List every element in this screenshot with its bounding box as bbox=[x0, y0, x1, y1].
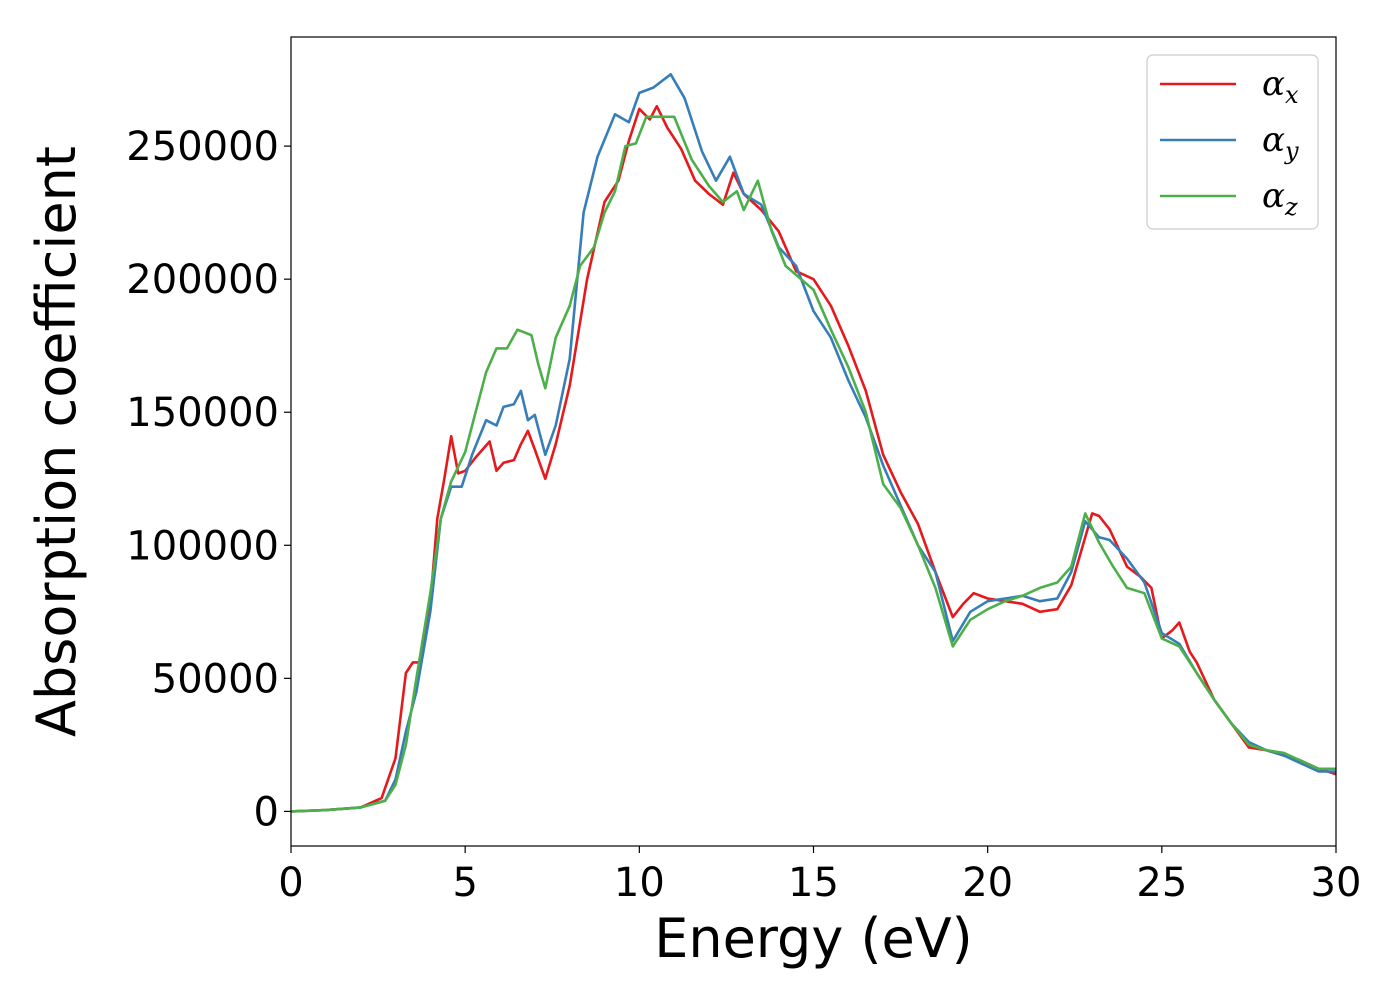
x-axis: 0 5 10 15 20 25 30 bbox=[278, 846, 1361, 906]
plot-lines bbox=[290, 73, 1337, 813]
y-tick-label: 250000 bbox=[126, 124, 279, 170]
legend-frame bbox=[1146, 54, 1319, 230]
x-tick-label: 0 bbox=[278, 860, 303, 906]
x-tick-label: 25 bbox=[1136, 860, 1187, 906]
y-tick-label: 200000 bbox=[126, 257, 279, 303]
y-tick-label: 150000 bbox=[126, 390, 279, 436]
y-tick-label: 100000 bbox=[126, 523, 279, 569]
series-line-z bbox=[290, 115, 1336, 813]
series-line-y bbox=[290, 73, 1336, 813]
series-line-x bbox=[290, 104, 1337, 813]
x-tick-label: 10 bbox=[614, 860, 665, 906]
y-tick-label: 0 bbox=[254, 789, 279, 835]
x-tick-label: 15 bbox=[788, 860, 839, 906]
x-tick-label: 20 bbox=[962, 860, 1013, 906]
y-axis: 0 50000 100000 150000 200000 250000 bbox=[126, 124, 291, 835]
y-tick-label: 50000 bbox=[152, 656, 279, 702]
x-tick-label: 30 bbox=[1311, 860, 1362, 906]
x-tick-label: 5 bbox=[452, 860, 477, 906]
x-axis-title: Energy (eV) bbox=[654, 907, 973, 970]
y-axis-title: Absorption coefficient bbox=[25, 146, 88, 737]
